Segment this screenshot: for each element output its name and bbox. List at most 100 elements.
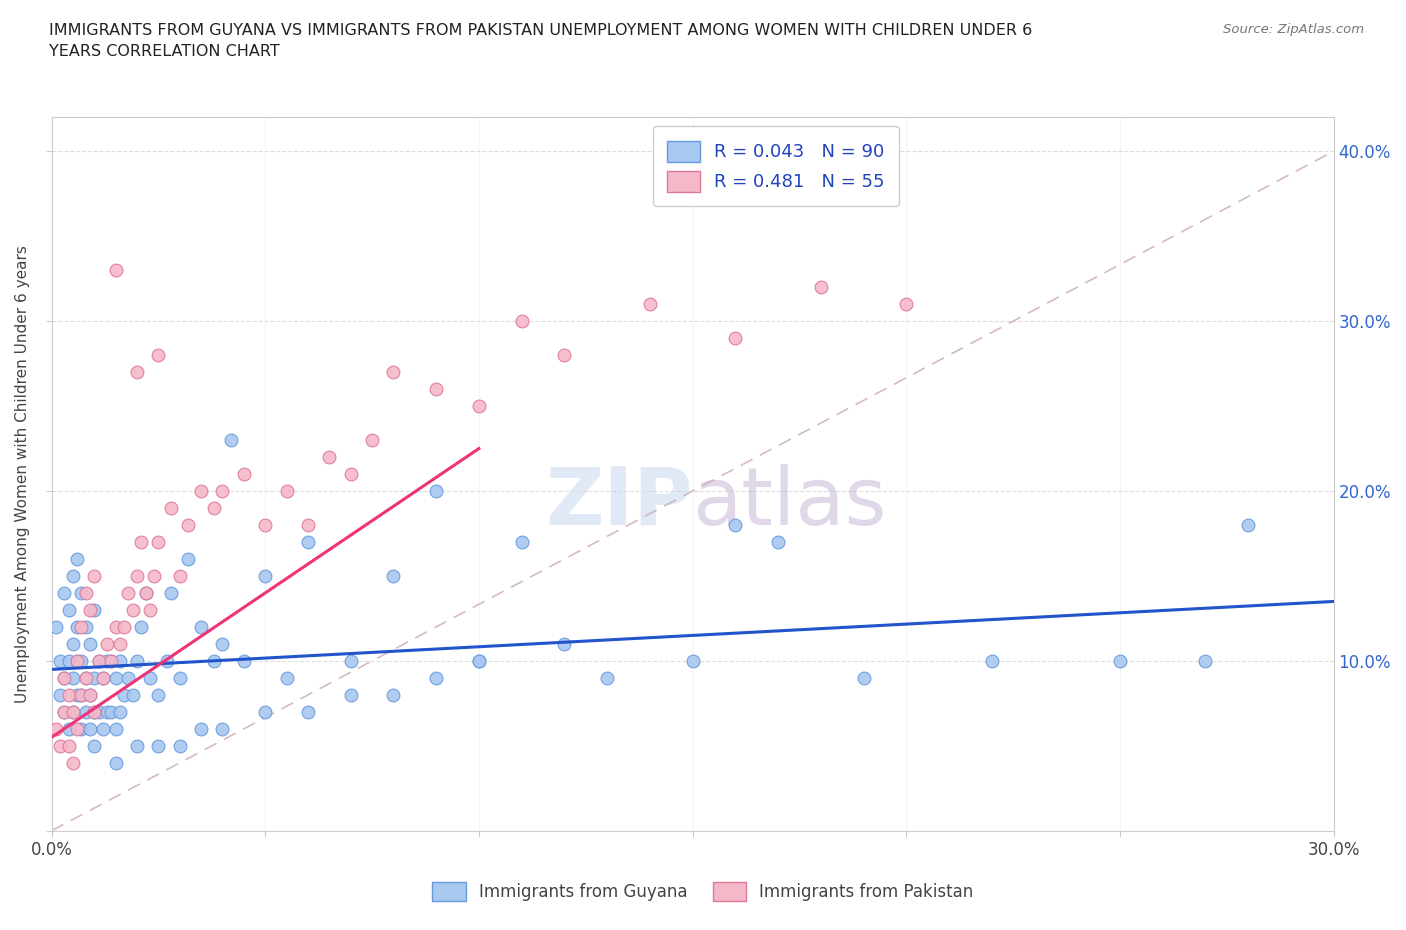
Text: Source: ZipAtlas.com: Source: ZipAtlas.com	[1223, 23, 1364, 36]
Point	[104, 263, 127, 278]
Point	[91, 671, 114, 685]
Y-axis label: Unemployment Among Women with Children Under 6 years: Unemployment Among Women with Children U…	[15, 246, 30, 703]
Point	[276, 484, 298, 498]
Point	[361, 432, 384, 447]
Point	[148, 535, 170, 550]
Point	[160, 500, 183, 515]
Point	[135, 586, 157, 601]
Point	[254, 518, 277, 533]
Point	[66, 654, 89, 669]
Point	[70, 619, 93, 634]
Point	[139, 603, 162, 618]
Point	[75, 671, 97, 685]
Point	[53, 586, 76, 601]
Point	[468, 399, 491, 414]
Point	[148, 348, 170, 363]
Point	[87, 704, 110, 719]
Point	[190, 722, 212, 737]
Point	[339, 687, 361, 702]
Point	[382, 568, 405, 583]
Point	[117, 671, 139, 685]
Point	[108, 654, 131, 669]
Point	[66, 722, 89, 737]
Point	[852, 671, 875, 685]
Point	[276, 671, 298, 685]
Point	[66, 551, 89, 566]
Point	[980, 654, 1002, 669]
Point	[79, 722, 101, 737]
Point	[70, 722, 93, 737]
Point	[62, 568, 84, 583]
Point	[96, 654, 118, 669]
Point	[125, 738, 148, 753]
Point	[62, 704, 84, 719]
Point	[121, 687, 143, 702]
Point	[339, 467, 361, 482]
Point	[62, 755, 84, 770]
Point	[45, 722, 67, 737]
Point	[318, 449, 340, 464]
Point	[211, 722, 233, 737]
Point	[96, 636, 118, 651]
Point	[156, 654, 179, 669]
Point	[596, 671, 619, 685]
Point	[125, 654, 148, 669]
Point	[169, 671, 191, 685]
Point	[53, 704, 76, 719]
Point	[148, 738, 170, 753]
Point	[129, 619, 152, 634]
Point	[232, 654, 254, 669]
Point	[1109, 654, 1132, 669]
Point	[62, 704, 84, 719]
Text: atlas: atlas	[693, 463, 887, 541]
Point	[53, 704, 76, 719]
Point	[70, 586, 93, 601]
Point	[62, 671, 84, 685]
Point	[100, 654, 122, 669]
Point	[53, 671, 76, 685]
Point	[83, 738, 105, 753]
Point	[724, 331, 747, 346]
Point	[96, 704, 118, 719]
Point	[75, 671, 97, 685]
Point	[79, 636, 101, 651]
Point	[91, 722, 114, 737]
Point	[160, 586, 183, 601]
Point	[766, 535, 789, 550]
Point	[510, 313, 533, 328]
Point	[254, 568, 277, 583]
Point	[135, 586, 157, 601]
Point	[177, 518, 200, 533]
Point	[232, 467, 254, 482]
Text: IMMIGRANTS FROM GUYANA VS IMMIGRANTS FROM PAKISTAN UNEMPLOYMENT AMONG WOMEN WITH: IMMIGRANTS FROM GUYANA VS IMMIGRANTS FRO…	[49, 23, 1032, 60]
Point	[66, 687, 89, 702]
Point	[112, 687, 135, 702]
Point	[58, 738, 80, 753]
Point	[169, 568, 191, 583]
Point	[724, 518, 747, 533]
Point	[79, 687, 101, 702]
Point	[139, 671, 162, 685]
Point	[58, 654, 80, 669]
Point	[87, 654, 110, 669]
Point	[45, 619, 67, 634]
Point	[553, 636, 575, 651]
Point	[75, 619, 97, 634]
Point	[190, 484, 212, 498]
Point	[53, 671, 76, 685]
Point	[83, 704, 105, 719]
Point	[382, 365, 405, 379]
Point	[468, 654, 491, 669]
Point	[190, 619, 212, 634]
Point	[66, 654, 89, 669]
Point	[58, 603, 80, 618]
Point	[62, 636, 84, 651]
Point	[1237, 518, 1260, 533]
Point	[70, 654, 93, 669]
Point	[177, 551, 200, 566]
Point	[125, 568, 148, 583]
Legend: Immigrants from Guyana, Immigrants from Pakistan: Immigrants from Guyana, Immigrants from …	[426, 876, 980, 908]
Point	[49, 654, 72, 669]
Point	[66, 619, 89, 634]
Point	[87, 654, 110, 669]
